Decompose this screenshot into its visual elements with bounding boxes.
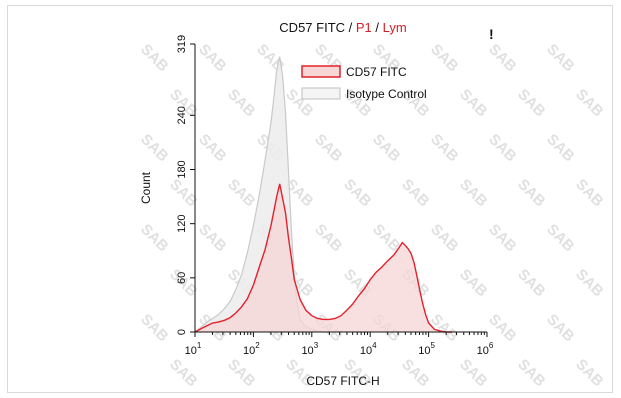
- x-tick-label-2: 103: [301, 341, 318, 357]
- watermark-56: SAB: [166, 356, 201, 391]
- x-tick-label-5: 106: [477, 341, 494, 357]
- watermark-30: SAB: [514, 176, 549, 211]
- y-tick-label-5: 319: [176, 35, 188, 53]
- series-line-0: [194, 183, 452, 333]
- watermark-21: SAB: [427, 131, 462, 166]
- watermark-27: SAB: [340, 176, 375, 211]
- title-part-0: CD57 FITC: [279, 20, 345, 35]
- watermark-35: SAB: [311, 221, 346, 256]
- watermark-31: SAB: [572, 176, 607, 211]
- x-ticks: 101 102 103 104 105 106: [185, 332, 494, 357]
- y-tick-label-0: 0: [176, 329, 188, 335]
- watermark-9: SAB: [224, 86, 259, 121]
- watermark-25: SAB: [224, 176, 259, 211]
- watermark-47: SAB: [572, 266, 607, 301]
- y-tick-label-3: 180: [176, 160, 188, 178]
- series-layer: [194, 56, 452, 333]
- title-part-3: /: [372, 20, 383, 35]
- watermark-22: SAB: [485, 131, 520, 166]
- y-tick-label-2: 120: [176, 214, 188, 232]
- watermark-5: SAB: [427, 41, 462, 76]
- legend-swatch-isotype: [301, 87, 341, 100]
- legend: CD57 FITC Isotype Control: [301, 65, 427, 101]
- title-part-1: /: [345, 20, 356, 35]
- axes: [194, 44, 487, 333]
- watermark-38: SAB: [485, 221, 520, 256]
- series-area-0: [195, 183, 452, 332]
- watermark-33: SAB: [195, 221, 230, 256]
- watermark-28: SAB: [398, 176, 433, 211]
- legend-swatch-cd57: [301, 65, 341, 78]
- watermark-48: SAB: [137, 311, 172, 346]
- title-part-4: Lym: [383, 20, 407, 35]
- watermark-2: SAB: [253, 41, 288, 76]
- watermark-57: SAB: [224, 356, 259, 391]
- watermark-0: SAB: [137, 41, 172, 76]
- watermark-19: SAB: [311, 131, 346, 166]
- watermark-1: SAB: [195, 41, 230, 76]
- watermark-29: SAB: [456, 176, 491, 211]
- x-tick-label-0: 101: [185, 341, 202, 357]
- watermark-55: SAB: [543, 311, 578, 346]
- watermark-23: SAB: [543, 131, 578, 166]
- x-tick-label-3: 104: [360, 341, 377, 357]
- title-part-2: P1: [356, 20, 372, 35]
- watermark-16: SAB: [137, 131, 172, 166]
- y-ticks: 0 60 120 180 240 319: [176, 35, 195, 335]
- series-area-1: [195, 56, 330, 332]
- legend-label-isotype: Isotype Control: [346, 87, 427, 101]
- y-tick-label-1: 60: [176, 272, 188, 284]
- watermark-6: SAB: [485, 41, 520, 76]
- watermark-20: SAB: [369, 131, 404, 166]
- x-axis-label: CD57 FITC-H: [306, 374, 379, 388]
- y-tick-label-4: 240: [176, 106, 188, 124]
- watermark-62: SAB: [514, 356, 549, 391]
- watermark-61: SAB: [456, 356, 491, 391]
- watermark-46: SAB: [514, 266, 549, 301]
- watermark-32: SAB: [137, 221, 172, 256]
- watermark-45: SAB: [456, 266, 491, 301]
- watermark-15: SAB: [572, 86, 607, 121]
- watermark-13: SAB: [456, 86, 491, 121]
- watermark-39: SAB: [543, 221, 578, 256]
- watermark-24: SAB: [166, 176, 201, 211]
- y-axis-label: Count: [139, 171, 153, 204]
- corner-mark: !: [489, 26, 494, 42]
- legend-label-cd57: CD57 FITC: [346, 65, 407, 79]
- watermark-63: SAB: [572, 356, 607, 391]
- watermark-37: SAB: [427, 221, 462, 256]
- watermark-7: SAB: [543, 41, 578, 76]
- x-tick-label-4: 105: [418, 341, 435, 357]
- watermark-14: SAB: [514, 86, 549, 121]
- watermark-60: SAB: [398, 356, 433, 391]
- chart-title: CD57 FITC / P1 / Lym: [279, 20, 406, 35]
- x-tick-label-1: 102: [243, 341, 260, 357]
- watermark-17: SAB: [195, 131, 230, 166]
